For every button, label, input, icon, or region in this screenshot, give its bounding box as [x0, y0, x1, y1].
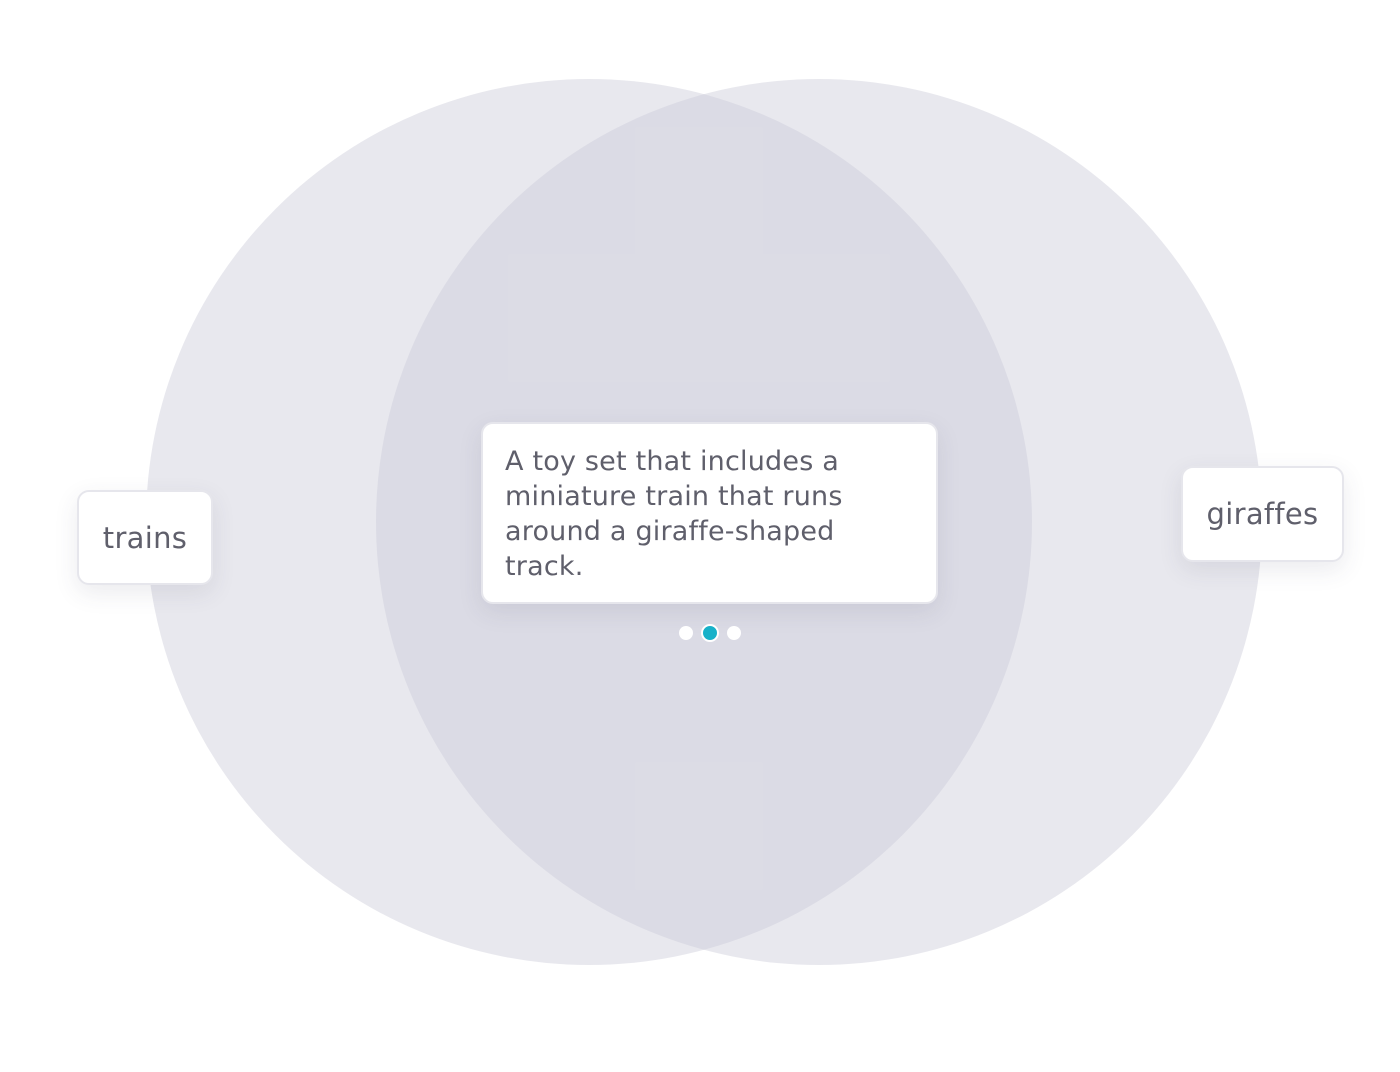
idea-pagination	[679, 624, 741, 642]
pagination-dot-2-active[interactable]	[701, 624, 719, 642]
set-label-text: giraffes	[1206, 497, 1319, 531]
set-label-giraffes[interactable]: giraffes	[1181, 466, 1344, 562]
pagination-dot-1[interactable]	[679, 626, 693, 640]
set-label-trains[interactable]: trains	[77, 490, 213, 585]
idea-text: A toy set that includes a miniature trai…	[505, 446, 843, 582]
intersection-idea-card[interactable]: A toy set that includes a miniature trai…	[481, 422, 938, 604]
pagination-dot-3[interactable]	[727, 626, 741, 640]
set-label-text: trains	[102, 520, 188, 555]
